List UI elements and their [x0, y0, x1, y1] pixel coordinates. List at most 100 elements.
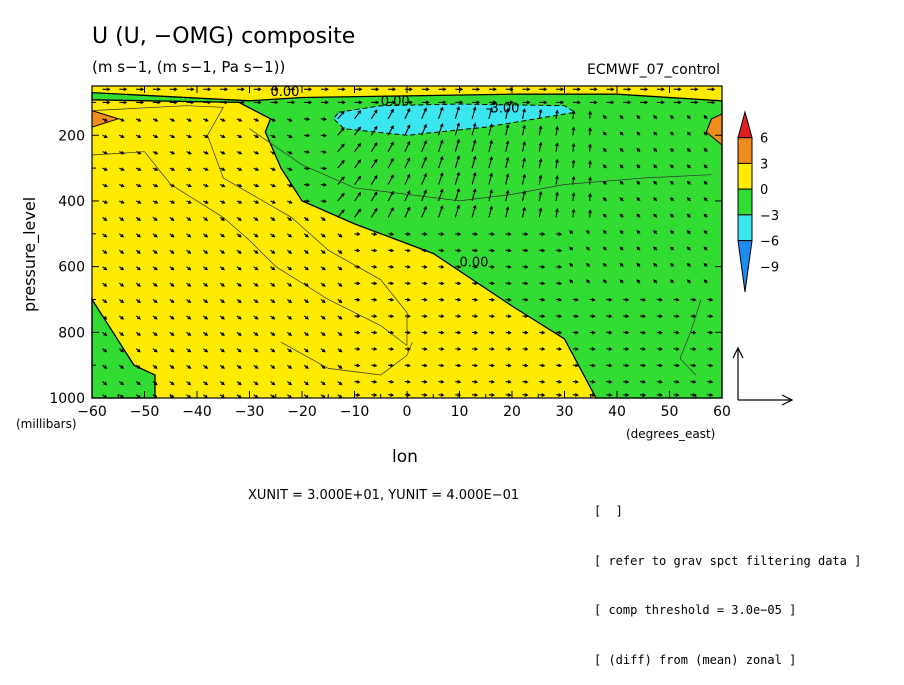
- vector-arrow: [152, 118, 159, 122]
- vector-arrow: [640, 297, 647, 302]
- vector-arrow: [219, 266, 225, 271]
- vector-arrow: [202, 216, 209, 222]
- vector-arrow: [589, 379, 596, 384]
- vector-arrow: [686, 115, 691, 120]
- vector-arrow: [320, 100, 329, 105]
- vector-arrow: [585, 279, 591, 284]
- vector-arrow: [320, 381, 326, 386]
- vector-arrow: [521, 173, 526, 185]
- vector-arrow: [421, 264, 428, 269]
- vector-arrow: [588, 127, 592, 136]
- vector-arrow: [270, 381, 276, 386]
- vector-arrow: [421, 330, 428, 335]
- vector-arrow: [438, 363, 445, 368]
- vector-arrow: [556, 232, 563, 236]
- vector-arrow: [488, 87, 497, 92]
- vector-arrow: [421, 156, 427, 169]
- vector-arrow: [707, 330, 714, 335]
- vector-arrow: [539, 281, 546, 286]
- vector-arrow: [673, 100, 682, 105]
- vector-arrow: [286, 282, 293, 287]
- vector-arrow: [636, 197, 641, 202]
- vector-arrow: [253, 348, 259, 353]
- vector-arrow: [152, 315, 158, 320]
- vector-arrow: [354, 281, 361, 286]
- vector-arrow: [653, 147, 658, 153]
- vector-arrow: [539, 264, 546, 269]
- vector-arrow: [118, 381, 125, 386]
- vector-arrow: [202, 249, 209, 254]
- vector-arrow: [354, 208, 362, 218]
- vector-arrow: [135, 216, 141, 222]
- vector-arrow: [505, 297, 512, 302]
- vector-arrow: [135, 118, 142, 122]
- vector-arrow: [320, 216, 326, 222]
- vector-arrow: [404, 157, 411, 169]
- vector-arrow: [286, 315, 293, 320]
- vector-arrow: [354, 330, 361, 335]
- vector-arrow: [488, 100, 497, 105]
- vector-arrow: [505, 264, 512, 269]
- vector-arrow: [404, 330, 411, 335]
- contour-label: 0.00: [271, 85, 300, 100]
- vector-arrow: [253, 331, 259, 336]
- vector-arrow: [588, 192, 592, 201]
- vector-arrow: [219, 216, 225, 222]
- vector-arrow: [669, 262, 675, 268]
- vector-arrow: [686, 147, 691, 153]
- vector-arrow: [455, 330, 462, 335]
- y-tick-label: 200: [58, 128, 85, 144]
- vector-arrow: [636, 246, 641, 251]
- vector-arrow: [236, 299, 242, 304]
- vector-arrow: [619, 246, 624, 251]
- vector-arrow: [303, 266, 309, 271]
- vector-arrow: [320, 266, 326, 271]
- vector-arrow: [202, 348, 209, 353]
- vector-arrow: [371, 347, 378, 351]
- vector-arrow: [388, 379, 395, 384]
- vector-arrow: [522, 393, 529, 397]
- vector-arrow: [521, 124, 526, 136]
- vector-arrow: [653, 164, 658, 169]
- vector-arrow: [636, 164, 641, 169]
- vector-arrow: [636, 147, 641, 153]
- vector-arrow: [588, 176, 592, 185]
- vector-arrow: [588, 143, 592, 152]
- vector-arrow: [371, 393, 378, 397]
- vector-arrow: [135, 233, 141, 238]
- vector-arrow: [320, 348, 326, 353]
- vector-arrow: [337, 348, 343, 353]
- vector-arrow: [653, 131, 658, 136]
- y-tick-label: 600: [58, 260, 85, 276]
- vector-arrow: [656, 100, 665, 105]
- vector-arrow: [636, 213, 641, 218]
- vector-arrow: [707, 393, 714, 397]
- vector-arrow: [202, 315, 209, 320]
- vector-arrow: [337, 100, 346, 105]
- vector-arrow: [606, 87, 615, 92]
- contour-label: 0.00: [381, 95, 410, 110]
- vector-arrow: [236, 282, 242, 287]
- vector-arrow: [555, 191, 559, 202]
- vector-arrow: [703, 197, 708, 202]
- vector-arrow: [203, 134, 209, 138]
- vector-arrow: [337, 282, 343, 287]
- vector-arrow: [690, 363, 697, 368]
- vector-arrow: [623, 363, 630, 368]
- vector-arrow: [102, 100, 111, 105]
- vector-arrow: [602, 164, 607, 169]
- vector-arrow: [488, 379, 495, 384]
- vector-arrow: [606, 314, 613, 319]
- vector-arrow: [571, 110, 576, 119]
- vector-arrow: [471, 171, 477, 185]
- vector-arrow: [236, 183, 243, 188]
- vector-arrow: [472, 232, 479, 236]
- vector-arrow: [320, 182, 327, 187]
- vector-arrow: [135, 266, 141, 271]
- vector-arrow: [437, 139, 444, 152]
- vector-arrow: [370, 125, 378, 136]
- vector-arrow: [236, 167, 243, 171]
- vector-arrow: [320, 315, 326, 320]
- vector-arrow: [169, 282, 175, 287]
- vector-arrow: [152, 87, 161, 92]
